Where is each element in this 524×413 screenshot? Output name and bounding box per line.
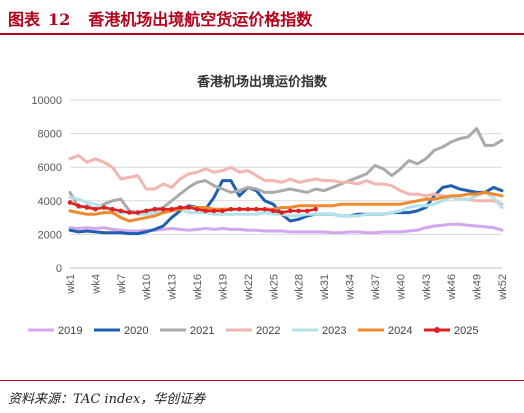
series-point-2025 [237,206,242,212]
series-line-2019 [68,222,504,235]
x-tick-label: wk43 [421,274,433,301]
figure-number: 12 [48,10,71,29]
series-point-2025 [270,208,276,214]
source-note: 资料来源：TAC index，华创证券 [8,392,206,407]
series-point-2025 [313,206,318,212]
x-tick-label: wk16 [192,274,204,301]
x-tick-label: wk34 [345,274,357,301]
x-tick-label: wk13 [167,274,179,301]
x-tick-label: wk28 [294,274,306,301]
legend-marker-2025 [434,327,440,333]
x-tick-label: wk25 [268,274,280,301]
legend-label-2019: 2019 [58,325,82,337]
x-tick-label: wk19 [217,274,229,301]
x-tick-label: wk46 [446,274,458,301]
series-point-2025 [67,200,73,205]
y-tick-label: 0 [56,263,62,275]
series-point-2025 [296,208,302,214]
series-point-2025 [93,206,98,212]
series-point-2025 [110,206,115,212]
series-point-2025 [143,208,149,214]
series-point-2025 [220,208,225,214]
x-tick-label: wk4 [90,274,102,295]
y-axis: 0 2000 4000 6000 8000 10000 [31,95,62,275]
y-tick-label: 4000 [38,196,62,208]
figure-header: 图表 12 香港机场出境航空货运价格指数 [0,0,524,30]
series-point-2025 [84,205,90,210]
series-point-2025 [177,205,183,210]
y-tick-label: 6000 [38,162,62,174]
series-point-2025 [152,206,158,212]
series-point-2025 [245,206,251,212]
series-line-2022 [68,153,504,206]
x-tick-label: wk1 [65,274,77,295]
series-line-2020 [68,179,504,236]
series-point-2025 [160,206,166,212]
x-tick-label: wk40 [395,274,407,301]
series-point-2025 [76,203,81,209]
legend: 2019 2020 2021 2022 2023 2024 2025 [28,325,478,337]
header-rule [0,33,524,35]
legend-label-2025: 2025 [454,325,478,337]
legend-label-2021: 2021 [190,325,214,337]
x-tick-label: wk31 [319,274,331,301]
series-point-2025 [194,206,200,212]
x-tick-label: wk52 [497,274,509,301]
series-point-2025 [169,206,174,212]
series-point-2025 [211,208,217,214]
x-tick-label: wk7 [116,274,128,295]
legend-label-2022: 2022 [256,325,280,337]
x-tick-label: wk49 [472,274,484,301]
figure-title: 图表 12 香港机场出境航空货运价格指数 [8,6,312,30]
chart-title: 香港机场出境运价指数 [196,74,328,89]
x-axis: wk1 wk4 wk7 wk10 wk13 wk16 wk19 wk22 wk25 wk28 wk3… [65,267,509,301]
series-point-2025 [304,208,310,214]
series-point-2025 [135,210,141,215]
y-tick-label: 2000 [38,229,62,241]
series-point-2025 [126,210,132,215]
legend-label-2023: 2023 [322,325,346,337]
series-point-2025 [101,205,107,210]
x-tick-label: wk10 [141,274,153,301]
series-point-2025 [118,208,124,214]
footer-rule [0,380,524,381]
x-tick-label: wk22 [243,274,255,301]
series-point-2025 [279,210,285,215]
chart-container: 香港机场出境运价指数 0 2000 4000 6000 8000 10000 wk1 wk4… [0,38,524,378]
series-line-2024 [68,190,504,223]
series-point-2025 [228,206,234,212]
x-tick-label: wk37 [370,274,382,301]
figure-title-text: 香港机场出境航空货运价格指数 [88,10,313,29]
figure-label: 图表 [8,10,41,29]
line-chart: 香港机场出境运价指数 0 2000 4000 6000 8000 10000 wk1 wk4… [28,74,509,337]
series-point-2025 [262,206,268,212]
series-point-2025 [203,208,208,214]
series-line-2023 [68,190,504,218]
legend-label-2020: 2020 [124,325,148,337]
series-point-2025 [287,208,293,214]
y-tick-label: 10000 [31,95,62,107]
y-tick-label: 8000 [38,129,62,141]
series-point-2025 [186,205,191,210]
grid [70,99,502,269]
legend-label-2024: 2024 [388,325,412,337]
series-group [67,127,504,236]
series-point-2025 [254,206,259,212]
